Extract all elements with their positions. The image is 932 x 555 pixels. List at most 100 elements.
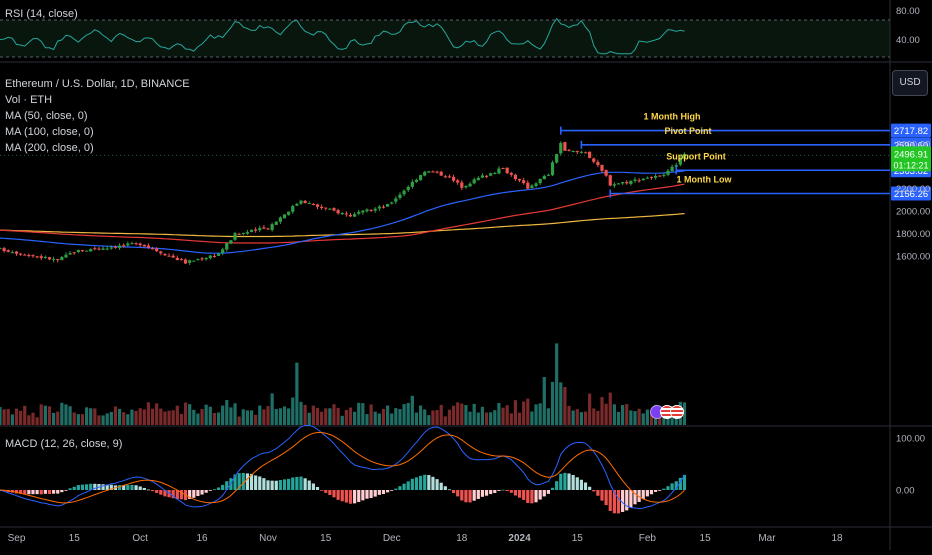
macd-hist-bar: [493, 490, 497, 493]
candle-body: [212, 255, 217, 257]
candle-body: [522, 180, 526, 184]
rsi-legend[interactable]: RSI (14, close): [5, 8, 78, 20]
macd-hist-bar: [649, 490, 654, 495]
volume-bar: [245, 410, 250, 425]
us-flag-event-icon-2[interactable]: [670, 405, 684, 419]
macd-hist-bar: [472, 490, 476, 501]
macd-hist-bar: [670, 483, 674, 490]
volume-bar: [311, 405, 315, 425]
volume-bar: [489, 412, 493, 425]
time-axis-label-1: 15: [69, 533, 81, 544]
volume-bar: [31, 412, 35, 425]
volume-bar: [270, 393, 274, 425]
volume-bar: [406, 402, 410, 425]
macd-hist-bar: [546, 490, 551, 494]
candle-body: [344, 213, 348, 215]
symbol-title[interactable]: Ethereum / U.S. Dollar, 1D, BINANCE: [5, 78, 190, 90]
macd-hist-bar: [645, 490, 649, 497]
volume-bar: [629, 410, 633, 425]
volume-bar: [612, 404, 616, 425]
macd-hist-bar: [262, 478, 266, 490]
candle-body: [183, 259, 188, 264]
time-axis-label-8: 2024: [508, 533, 531, 544]
macd-hist-bar: [212, 489, 217, 491]
volume-bar: [109, 411, 113, 425]
macd-hist-bar: [311, 483, 315, 490]
macd-hist-bar: [431, 476, 435, 490]
currency-button[interactable]: USD: [892, 70, 928, 96]
candle-body: [138, 243, 142, 246]
volume-bar: [56, 411, 60, 425]
macd-hist-bar: [266, 480, 270, 490]
volume-bar: [10, 414, 14, 425]
time-axis-label-11: 15: [700, 533, 712, 544]
volume-bar: [633, 411, 637, 425]
macd-hist-bar: [456, 490, 460, 497]
macd-hist-bar: [237, 473, 241, 490]
volume-bar: [122, 412, 126, 425]
candle-body: [410, 181, 414, 187]
candle-body: [122, 245, 126, 247]
candle-body: [291, 205, 295, 212]
last-price-tag: [891, 146, 931, 172]
price-axis-label-5: 1600.00: [896, 251, 930, 262]
volume-bar: [571, 410, 575, 425]
volume-bar: [274, 408, 278, 425]
volume-bar: [336, 407, 340, 425]
macd-hist-bar: [538, 490, 542, 500]
macd-hist-bar: [460, 490, 464, 501]
macd-hist-bar: [674, 481, 678, 490]
candle-body: [583, 152, 588, 154]
macd-hist-bar: [435, 479, 439, 490]
candle-body: [311, 203, 315, 205]
macd-hist-bar: [315, 486, 320, 490]
candle-body: [484, 175, 489, 177]
volume-bar: [423, 409, 427, 425]
volume-bar: [27, 415, 31, 425]
volume-bar: [39, 404, 43, 425]
macd-hist-bar: [60, 490, 64, 493]
volume-bar: [472, 403, 476, 425]
macd-axis-label-1: 0.00: [896, 486, 915, 497]
candle-body: [670, 166, 674, 172]
time-axis-label-10: Feb: [639, 533, 657, 544]
macd-hist-bar: [159, 490, 163, 495]
macd-hist-bar: [324, 490, 328, 493]
macd-legend[interactable]: MACD (12, 26, close, 9): [5, 438, 123, 450]
volume-bar: [662, 416, 666, 425]
candle-body: [6, 250, 10, 252]
volume-bar: [340, 415, 344, 425]
volume-bar: [204, 404, 208, 425]
macd-axis-label-0: 100.00: [896, 434, 925, 445]
macd-hist-bar: [254, 475, 258, 490]
candle-body: [501, 168, 505, 170]
volume-bar: [60, 402, 64, 425]
volume-bar: [522, 401, 526, 425]
macd-hist-bar: [579, 479, 583, 490]
macd-hist-bar: [480, 490, 485, 497]
candle-body: [530, 185, 534, 189]
candle-body: [249, 229, 254, 233]
candle-body: [348, 215, 353, 217]
volume-bar: [84, 407, 89, 425]
macd-hist-bar: [394, 488, 398, 490]
candle-body: [109, 247, 113, 249]
volume-bar: [546, 408, 551, 425]
ma100-legend[interactable]: MA (100, close, 0): [5, 126, 94, 138]
ma200-legend[interactable]: MA (200, close, 0): [5, 142, 94, 154]
candle-body: [159, 251, 163, 254]
volume-legend[interactable]: Vol · ETH: [5, 94, 53, 106]
macd-hist-bar: [666, 486, 670, 490]
volume-bar: [357, 402, 361, 425]
candle-body: [60, 257, 64, 261]
ma50-legend[interactable]: MA (50, close, 0): [5, 110, 88, 122]
macd-hist-bar: [109, 484, 113, 490]
volume-bar: [418, 405, 423, 425]
macd-hist-bar: [563, 472, 567, 490]
macd-hist-bar: [134, 485, 138, 490]
volume-bar: [365, 414, 369, 425]
volume-bar: [464, 405, 468, 425]
volume-bar: [142, 409, 146, 425]
